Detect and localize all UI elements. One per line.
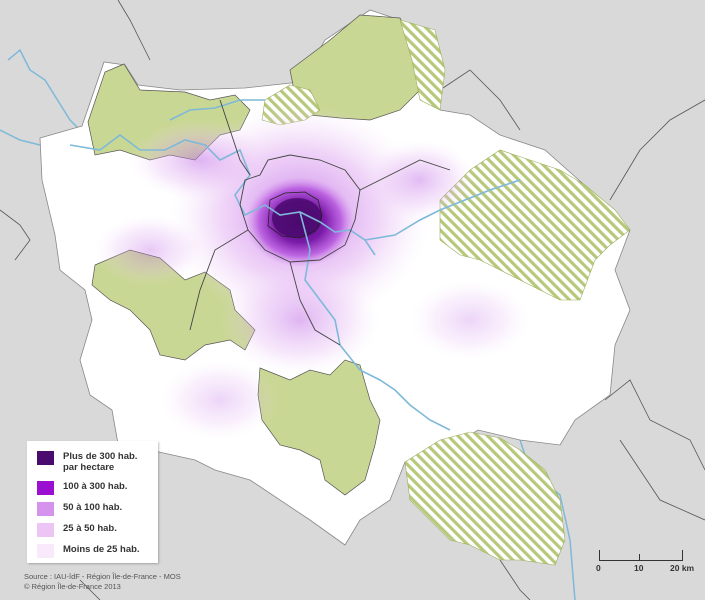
map-legend: Plus de 300 hab. par hectare 100 à 300 h… [27, 441, 158, 563]
scale-mid-tick [639, 554, 640, 560]
scale-tick-0: 0 [596, 563, 601, 573]
legend-label: 25 à 50 hab. [63, 523, 117, 534]
rivers [69, 99, 521, 431]
scale-tick-20: 20 km [670, 563, 695, 573]
legend-item-300-plus: Plus de 300 hab. par hectare [37, 451, 137, 473]
legend-swatch [37, 523, 54, 537]
legend-label: 50 à 100 hab. [63, 502, 123, 513]
population-density [95, 105, 530, 440]
map-source: Source : IAU-îdF - Région Île-de-France … [24, 572, 181, 592]
legend-item-25-50: 25 à 50 hab. [37, 523, 117, 537]
legend-swatch [37, 544, 54, 558]
legend-swatch [37, 451, 54, 465]
scale-line [599, 550, 683, 561]
scale-bar: 0 10 20 km [596, 548, 700, 578]
legend-swatch [37, 481, 54, 495]
legend-item-under-25: Moins de 25 hab. [37, 544, 140, 558]
source-line: Source : IAU-îdF - Région Île-de-France … [24, 572, 181, 581]
paris-boundary [267, 191, 323, 239]
department-borders [189, 99, 451, 346]
copyright-line: © Région Île-de-France 2013 [24, 582, 121, 591]
legend-label: 100 à 300 hab. [63, 481, 128, 492]
legend-item-50-100: 50 à 100 hab. [37, 502, 122, 516]
legend-item-100-300: 100 à 300 hab. [37, 481, 127, 495]
legend-label: Moins de 25 hab. [63, 544, 140, 555]
scale-tick-10: 10 [634, 563, 644, 573]
legend-swatch [37, 502, 54, 516]
hatched-forests [261, 19, 631, 566]
legend-label: Plus de 300 hab. par hectare [63, 451, 138, 473]
